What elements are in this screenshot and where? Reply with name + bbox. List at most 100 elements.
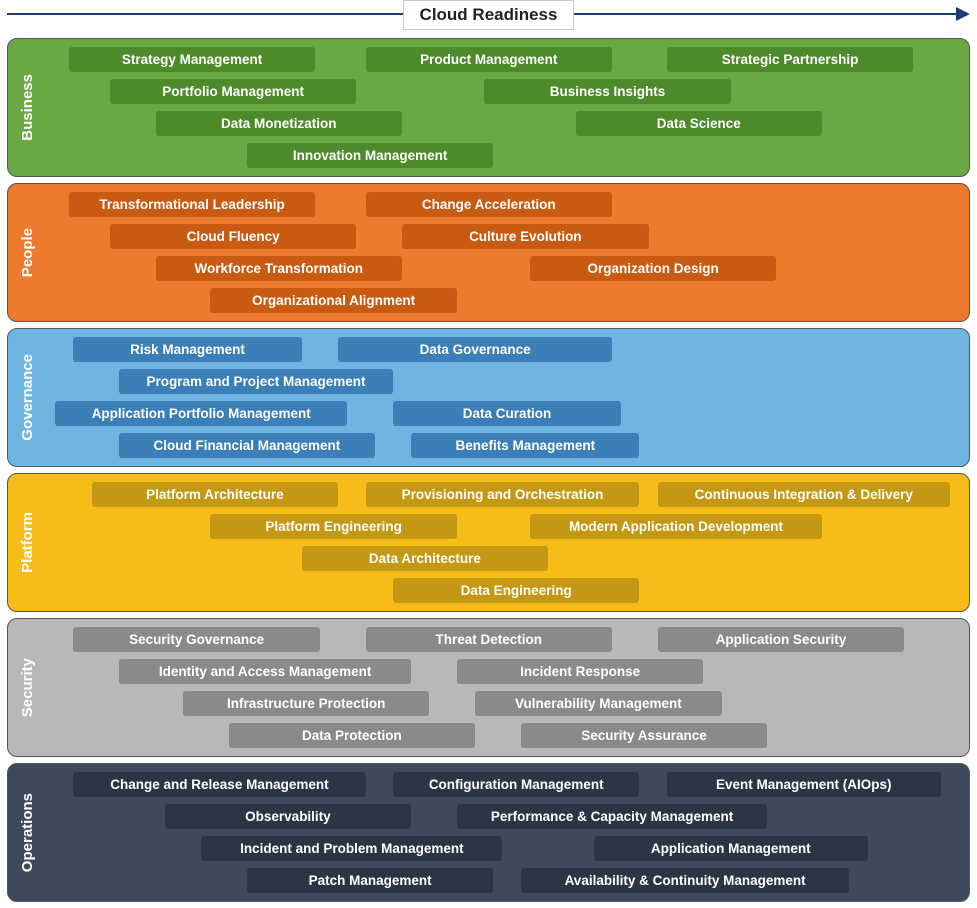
perspective-label-text: Operations (19, 793, 36, 872)
capability-pill: Security Assurance (521, 723, 768, 748)
perspective-label: Operations (8, 772, 46, 893)
capability-row: Portfolio Management Business Insights (46, 79, 959, 104)
capability-row: Data Engineering (46, 578, 959, 603)
capability-row: Risk Management Data Governance (46, 337, 959, 362)
perspective-label-text: People (19, 228, 36, 277)
capability-pill: Business Insights (484, 79, 731, 104)
header-arrow: Cloud Readiness (7, 0, 970, 34)
capability-pill: Strategy Management (69, 47, 316, 72)
capability-row: Patch Management Availability & Continuit… (46, 868, 959, 893)
capability-row: Incident and Problem Management Applicati… (46, 836, 959, 861)
capability-row: Innovation Management (46, 143, 959, 168)
capability-pill: Incident and Problem Management (201, 836, 502, 861)
capability-pill: Patch Management (247, 868, 494, 893)
perspectives-container: Business Strategy Management Product Manag… (7, 38, 970, 902)
capability-row: Platform Engineering Modern Application D… (46, 514, 959, 539)
capability-row: Strategy Management Product Management Str… (46, 47, 959, 72)
capability-pill: Cloud Financial Management (119, 433, 375, 458)
capability-row: Infrastructure Protection Vulnerability M… (46, 691, 959, 716)
capability-pill: Provisioning and Orchestration (366, 482, 640, 507)
capability-pill: Change Acceleration (366, 192, 613, 217)
perspective-label-text: Security (19, 658, 36, 717)
capability-pill: Risk Management (73, 337, 301, 362)
capability-row: Observability Performance & Capacity Mana… (46, 804, 959, 829)
perspective-business: Business Strategy Management Product Manag… (7, 38, 970, 177)
perspective-platform: Platform Platform Architecture Provisionin… (7, 473, 970, 612)
capability-row: Organizational Alignment (46, 288, 959, 313)
capability-pill: Infrastructure Protection (183, 691, 430, 716)
capability-rows: Change and Release Management Configurati… (46, 772, 959, 893)
capability-row: Application Portfolio Management Data Cur… (46, 401, 959, 426)
capability-row: Data Protection Security Assurance (46, 723, 959, 748)
capability-pill: Application Security (658, 627, 905, 652)
capability-pill: Workforce Transformation (156, 256, 403, 281)
capability-pill: Event Management (AIOps) (667, 772, 941, 797)
perspective-people: People Transformational Leadership Change … (7, 183, 970, 322)
capability-row: Identity and Access Management Incident R… (46, 659, 959, 684)
capability-row: Platform Architecture Provisioning and Or… (46, 482, 959, 507)
capability-pill: Change and Release Management (73, 772, 365, 797)
arrow-head-icon (956, 7, 970, 21)
capability-pill: Product Management (366, 47, 613, 72)
capability-pill: Benefits Management (411, 433, 639, 458)
capability-pill: Portfolio Management (110, 79, 357, 104)
diagram-root: Cloud Readiness Business Strategy Managem… (0, 0, 977, 902)
capability-pill: Platform Engineering (210, 514, 457, 539)
capability-pill: Data Curation (393, 401, 621, 426)
perspective-label: Platform (8, 482, 46, 603)
capability-row: Cloud Financial Management Benefits Manag… (46, 433, 959, 458)
perspective-label-text: Governance (19, 354, 36, 441)
capability-pill: Threat Detection (366, 627, 613, 652)
capability-pill: Data Protection (229, 723, 476, 748)
capability-pill: Cloud Fluency (110, 224, 357, 249)
capability-rows: Security Governance Threat Detection Appli… (46, 627, 959, 748)
capability-pill: Application Management (594, 836, 868, 861)
capability-pill: Data Governance (338, 337, 612, 362)
capability-pill: Data Science (576, 111, 823, 136)
capability-row: Data Monetization Data Science (46, 111, 959, 136)
capability-pill: Continuous Integration & Delivery (658, 482, 950, 507)
capability-pill: Identity and Access Management (119, 659, 411, 684)
capability-pill: Incident Response (457, 659, 704, 684)
capability-pill: Data Architecture (302, 546, 549, 571)
capability-rows: Strategy Management Product Management Str… (46, 47, 959, 168)
perspective-label-text: Business (19, 74, 36, 141)
capability-pill: Organizational Alignment (210, 288, 457, 313)
diagram-title: Cloud Readiness (403, 0, 575, 30)
capability-row: Transformational Leadership Change Accele… (46, 192, 959, 217)
capability-pill: Innovation Management (247, 143, 494, 168)
capability-pill: Application Portfolio Management (55, 401, 347, 426)
perspective-label: Business (8, 47, 46, 168)
capability-pill: Program and Project Management (119, 369, 393, 394)
capability-row: Cloud Fluency Culture Evolution (46, 224, 959, 249)
capability-row: Workforce Transformation Organization Des… (46, 256, 959, 281)
capability-row: Security Governance Threat Detection Appli… (46, 627, 959, 652)
capability-row: Change and Release Management Configurati… (46, 772, 959, 797)
perspective-label: People (8, 192, 46, 313)
capability-rows: Platform Architecture Provisioning and Or… (46, 482, 959, 603)
perspective-operations: OperationsChange and Release ManagementC… (7, 763, 970, 902)
perspective-governance: Governance Risk Management Data Governance… (7, 328, 970, 467)
capability-pill: Data Engineering (393, 578, 640, 603)
perspective-label: Governance (8, 337, 46, 458)
capability-row: Data Architecture (46, 546, 959, 571)
capability-pill: Platform Architecture (92, 482, 339, 507)
capability-pill: Availability & Continuity Management (521, 868, 850, 893)
capability-pill: Performance & Capacity Management (457, 804, 767, 829)
capability-pill: Configuration Management (393, 772, 640, 797)
capability-rows: Transformational Leadership Change Accele… (46, 192, 959, 313)
perspective-label-text: Platform (19, 512, 36, 573)
perspective-label: Security (8, 627, 46, 748)
capability-pill: Modern Application Development (530, 514, 822, 539)
capability-row: Program and Project Management (46, 369, 959, 394)
capability-pill: Security Governance (73, 627, 320, 652)
capability-rows: Risk Management Data Governance Program an… (46, 337, 959, 458)
capability-pill: Vulnerability Management (475, 691, 722, 716)
capability-pill: Strategic Partnership (667, 47, 914, 72)
perspective-security: Security Security Governance Threat Detect… (7, 618, 970, 757)
capability-pill: Culture Evolution (402, 224, 649, 249)
capability-pill: Data Monetization (156, 111, 403, 136)
capability-pill: Organization Design (530, 256, 777, 281)
capability-pill: Transformational Leadership (69, 192, 316, 217)
capability-pill: Observability (165, 804, 412, 829)
